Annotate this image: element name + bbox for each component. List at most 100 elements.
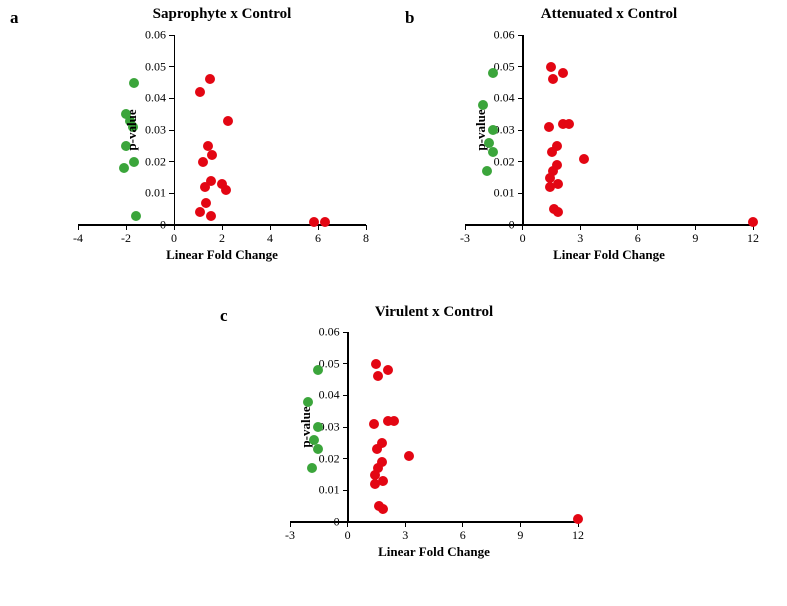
x-tick bbox=[174, 225, 175, 230]
y-tick-label: 0.02 bbox=[145, 154, 166, 169]
panel-label-a: a bbox=[10, 8, 19, 28]
x-axis-label-c: Linear Fold Change bbox=[290, 544, 578, 560]
panel-title-b: Attenuated x Control bbox=[465, 6, 753, 23]
panel-title-c: Virulent x Control bbox=[290, 304, 578, 321]
data-point bbox=[548, 74, 558, 84]
y-tick-label: 0.06 bbox=[145, 28, 166, 43]
x-tick-label: 3 bbox=[577, 231, 583, 246]
y-tick bbox=[169, 161, 174, 162]
data-point bbox=[203, 141, 213, 151]
x-tick bbox=[290, 522, 291, 527]
data-point bbox=[478, 100, 488, 110]
y-axis-label-a: p-value bbox=[124, 109, 140, 150]
plot-area-b: -303691200.010.020.030.040.050.06 bbox=[465, 35, 753, 225]
y-tick bbox=[343, 363, 348, 364]
data-point bbox=[564, 119, 574, 129]
x-tick bbox=[405, 522, 406, 527]
x-axis-label-b: Linear Fold Change bbox=[465, 247, 753, 263]
y-tick bbox=[169, 193, 174, 194]
data-point bbox=[371, 359, 381, 369]
data-point bbox=[389, 416, 399, 426]
x-tick-label: 12 bbox=[747, 231, 759, 246]
y-axis-label-b: p-value bbox=[473, 109, 489, 150]
data-point bbox=[320, 217, 330, 227]
y-tick-label: 0.01 bbox=[145, 186, 166, 201]
data-point bbox=[404, 451, 414, 461]
y-tick bbox=[169, 130, 174, 131]
data-point bbox=[223, 116, 233, 126]
data-point bbox=[383, 365, 393, 375]
x-tick bbox=[78, 225, 79, 230]
data-point bbox=[207, 150, 217, 160]
data-point bbox=[313, 444, 323, 454]
data-point bbox=[558, 68, 568, 78]
x-tick-label: -3 bbox=[285, 528, 295, 543]
data-point bbox=[221, 185, 231, 195]
data-point bbox=[307, 463, 317, 473]
x-tick-label: -4 bbox=[73, 231, 83, 246]
y-tick-label: 0.06 bbox=[319, 325, 340, 340]
data-point bbox=[313, 365, 323, 375]
y-tick-label: 0.02 bbox=[494, 154, 515, 169]
x-tick bbox=[695, 225, 696, 230]
x-tick-label: 0 bbox=[171, 231, 177, 246]
data-point bbox=[488, 125, 498, 135]
x-tick-label: 6 bbox=[460, 528, 466, 543]
x-tick bbox=[347, 522, 348, 527]
data-point bbox=[205, 74, 215, 84]
data-point bbox=[373, 371, 383, 381]
x-tick-label: -3 bbox=[460, 231, 470, 246]
y-tick bbox=[169, 225, 174, 226]
data-point bbox=[206, 211, 216, 221]
x-tick bbox=[222, 225, 223, 230]
y-tick bbox=[518, 98, 523, 99]
data-point bbox=[547, 147, 557, 157]
data-point bbox=[200, 182, 210, 192]
data-point bbox=[201, 198, 211, 208]
x-tick bbox=[522, 225, 523, 230]
x-tick-label: 12 bbox=[572, 528, 584, 543]
x-tick bbox=[465, 225, 466, 230]
x-tick-label: 0 bbox=[345, 528, 351, 543]
data-point bbox=[129, 157, 139, 167]
y-tick bbox=[343, 427, 348, 428]
data-point bbox=[544, 122, 554, 132]
data-point bbox=[372, 444, 382, 454]
x-tick bbox=[637, 225, 638, 230]
y-tick-label: 0.04 bbox=[494, 91, 515, 106]
data-point bbox=[370, 479, 380, 489]
data-point bbox=[546, 62, 556, 72]
x-tick-label: 3 bbox=[402, 528, 408, 543]
y-tick-label: 0.04 bbox=[145, 91, 166, 106]
y-tick bbox=[518, 66, 523, 67]
y-tick bbox=[518, 35, 523, 36]
data-point bbox=[488, 147, 498, 157]
panel-title-a: Saprophyte x Control bbox=[78, 6, 366, 23]
data-point bbox=[195, 87, 205, 97]
plot-area-a: -4-20246800.010.020.030.040.050.06 bbox=[78, 35, 366, 225]
y-tick-label: 0 bbox=[509, 218, 515, 233]
y-tick bbox=[518, 193, 523, 194]
data-point bbox=[545, 182, 555, 192]
x-tick-label: 9 bbox=[692, 231, 698, 246]
data-point bbox=[378, 504, 388, 514]
panel-label-c: c bbox=[220, 306, 228, 326]
y-tick-label: 0 bbox=[160, 218, 166, 233]
data-point bbox=[303, 397, 313, 407]
data-point bbox=[119, 163, 129, 173]
y-tick-label: 0.06 bbox=[494, 28, 515, 43]
x-tick bbox=[318, 225, 319, 230]
y-axis-label-c: p-value bbox=[298, 406, 314, 447]
y-tick-label: 0.04 bbox=[319, 388, 340, 403]
y-tick-label: 0.05 bbox=[145, 59, 166, 74]
x-tick bbox=[126, 225, 127, 230]
data-point bbox=[482, 166, 492, 176]
x-tick-label: 2 bbox=[219, 231, 225, 246]
y-tick bbox=[518, 161, 523, 162]
x-tick bbox=[580, 225, 581, 230]
y-tick-label: 0.01 bbox=[319, 483, 340, 498]
data-point bbox=[309, 217, 319, 227]
x-tick-label: 8 bbox=[363, 231, 369, 246]
x-tick bbox=[520, 522, 521, 527]
y-tick-label: 0.02 bbox=[319, 451, 340, 466]
